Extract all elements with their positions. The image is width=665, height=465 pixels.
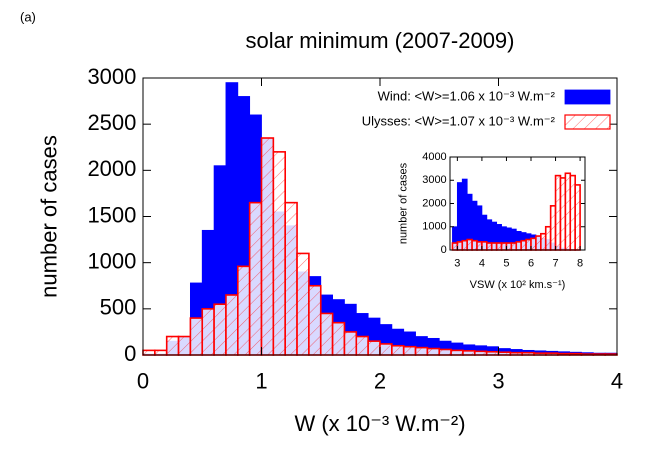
chart-title: solar minimum (2007-2009) bbox=[246, 28, 515, 53]
x-tick-label: 6 bbox=[528, 258, 534, 270]
y-tick-label: 2000 bbox=[87, 156, 136, 181]
histogram-bar bbox=[355, 335, 369, 356]
histogram-bar bbox=[367, 340, 381, 356]
histogram-bar bbox=[213, 303, 227, 356]
y-tick-label: 3000 bbox=[87, 64, 136, 89]
histogram-bar bbox=[284, 201, 298, 356]
histogram-bar bbox=[225, 294, 239, 356]
x-axis-label: W (x 10⁻³ W.m⁻²) bbox=[294, 411, 465, 436]
x-tick-label: 5 bbox=[503, 258, 509, 270]
histogram-bar bbox=[462, 350, 476, 356]
histogram-bar bbox=[450, 349, 464, 356]
histogram-bar bbox=[343, 331, 358, 356]
histogram-bar bbox=[438, 348, 452, 356]
histogram-bar bbox=[272, 151, 287, 356]
histogram-bar bbox=[165, 335, 180, 356]
histogram-bar bbox=[473, 350, 488, 356]
x-tick-label: 3 bbox=[492, 368, 504, 393]
y-tick-label: 1000 bbox=[422, 221, 446, 233]
legend-swatch bbox=[564, 89, 611, 105]
y-tick-label: 0 bbox=[441, 244, 447, 256]
histogram-bar bbox=[142, 349, 156, 356]
histogram-bar bbox=[296, 252, 310, 356]
y-tick-label: 3000 bbox=[422, 174, 446, 186]
y-tick-label: 500 bbox=[100, 295, 137, 320]
x-tick-label: 4 bbox=[611, 368, 623, 393]
y-axis-label: number of cases bbox=[36, 135, 61, 298]
histogram-bar bbox=[402, 345, 417, 356]
histogram-bar bbox=[237, 265, 251, 356]
histogram-bar bbox=[319, 312, 334, 356]
x-tick-label: 7 bbox=[552, 258, 558, 270]
histogram-bar bbox=[331, 321, 346, 356]
histogram-bar bbox=[154, 349, 168, 356]
y-tick-label: 4000 bbox=[422, 151, 446, 163]
histogram-bar bbox=[379, 343, 393, 356]
histogram-bar bbox=[574, 184, 581, 251]
histogram-bar bbox=[248, 201, 263, 356]
x-axis-label: VSW (x 10² km.s⁻¹) bbox=[470, 279, 566, 291]
histogram-bar bbox=[189, 317, 204, 356]
y-tick-label: 0 bbox=[124, 341, 136, 366]
histogram-bar bbox=[308, 284, 322, 356]
legend-swatch bbox=[564, 114, 611, 130]
x-tick-label: 1 bbox=[255, 368, 267, 393]
x-tick-label: 0 bbox=[137, 368, 149, 393]
y-tick-label: 2000 bbox=[422, 197, 446, 209]
histogram-bar bbox=[177, 335, 192, 356]
legend-label: Wind: <W>=1.06 x 10⁻³ W.m⁻² bbox=[378, 88, 556, 103]
histogram-bar bbox=[426, 347, 441, 356]
x-tick-label: 2 bbox=[374, 368, 386, 393]
y-axis-label: number of cases bbox=[398, 162, 410, 244]
histogram-bar bbox=[414, 346, 429, 356]
y-tick-label: 2500 bbox=[87, 110, 136, 135]
x-tick-label: 4 bbox=[479, 258, 485, 270]
x-tick-label: 3 bbox=[454, 258, 460, 270]
panel-label: (a) bbox=[20, 9, 36, 24]
histogram-bar bbox=[391, 344, 405, 356]
histogram-bar bbox=[456, 182, 463, 251]
y-tick-label: 1500 bbox=[87, 202, 136, 227]
legend-label: Ulysses: <W>=1.07 x 10⁻³ W.m⁻² bbox=[362, 113, 556, 128]
y-tick-label: 1000 bbox=[87, 248, 136, 273]
x-tick-label: 8 bbox=[577, 258, 583, 270]
histogram-bar bbox=[260, 137, 275, 356]
histogram-bar bbox=[201, 308, 215, 356]
